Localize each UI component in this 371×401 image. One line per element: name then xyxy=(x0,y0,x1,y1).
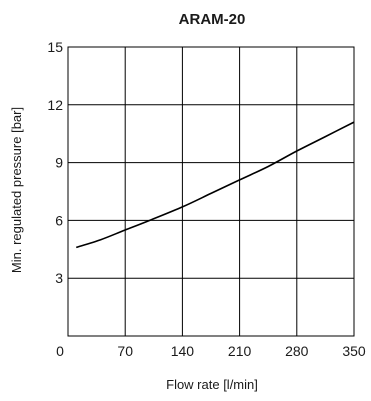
x-tick-labels: 0 70 140 210 280 350 xyxy=(56,343,366,359)
x-tick-label: 0 xyxy=(56,343,64,359)
y-tick-label: 3 xyxy=(55,270,63,286)
y-tick-label: 12 xyxy=(47,97,63,113)
y-tick-labels: 3 6 9 12 15 xyxy=(47,39,63,286)
y-tick-label: 15 xyxy=(47,39,63,55)
y-tick-label: 6 xyxy=(55,212,63,228)
x-axis-label: Flow rate [l/min] xyxy=(166,377,258,392)
x-tick-label: 350 xyxy=(342,343,366,359)
plot-frame xyxy=(67,46,355,337)
y-tick-label: 9 xyxy=(55,155,63,171)
x-tick-label: 70 xyxy=(117,343,133,359)
grid-lines xyxy=(68,47,354,336)
x-tick-label: 210 xyxy=(228,343,252,359)
x-tick-label: 140 xyxy=(171,343,195,359)
y-axis-label: Min. regulated pressure [bar] xyxy=(9,107,24,273)
chart-title: ARAM-20 xyxy=(179,11,246,28)
x-tick-label: 280 xyxy=(285,343,309,359)
pressure-curve xyxy=(75,121,355,249)
